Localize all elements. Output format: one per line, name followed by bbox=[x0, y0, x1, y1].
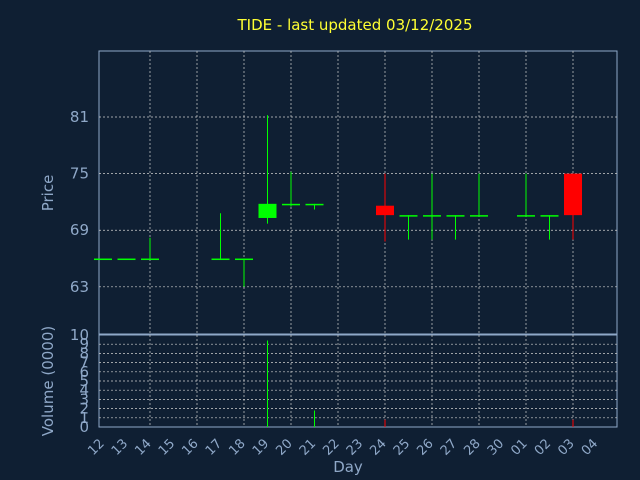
x-tick-label: 26 bbox=[414, 436, 436, 458]
candle-body bbox=[305, 203, 324, 206]
candle-body bbox=[446, 215, 465, 217]
x-tick-label: 22 bbox=[320, 436, 342, 458]
candle-body bbox=[517, 215, 535, 217]
candle-body bbox=[540, 215, 559, 217]
x-tick-label: 21 bbox=[297, 436, 319, 458]
x-tick-label: 15 bbox=[156, 436, 178, 458]
x-tick-label: 27 bbox=[438, 436, 460, 458]
price-axis-label: Price bbox=[39, 175, 57, 212]
x-tick-label: 16 bbox=[179, 436, 201, 458]
candle-body bbox=[470, 215, 488, 217]
candle-body bbox=[282, 203, 300, 206]
x-tick-label: 17 bbox=[203, 436, 225, 458]
candle-body bbox=[94, 258, 112, 261]
x-tick-label: 24 bbox=[367, 436, 389, 458]
volume-tick-label: 7 bbox=[79, 354, 89, 372]
price-tick-label: 69 bbox=[70, 221, 89, 239]
x-tick-label: 19 bbox=[250, 436, 272, 458]
x-axis-label: Day bbox=[333, 458, 363, 476]
price-tick-label: 75 bbox=[70, 165, 89, 183]
x-tick-label: 12 bbox=[85, 436, 107, 458]
candle-body bbox=[117, 258, 136, 261]
x-tick-label: 23 bbox=[344, 436, 366, 458]
x-tick-label: 25 bbox=[391, 436, 413, 458]
volume-axis-label: Volume (0000) bbox=[39, 326, 57, 436]
x-tick-label: 14 bbox=[132, 436, 154, 458]
x-tick-label: 03 bbox=[555, 436, 577, 458]
candle-body bbox=[399, 215, 418, 217]
x-tick-label: 18 bbox=[226, 436, 248, 458]
volume-tick-label: 9 bbox=[79, 335, 89, 353]
candle-body bbox=[211, 258, 230, 261]
volume-tick-label: 3 bbox=[79, 390, 89, 408]
volume-tick-label: 2 bbox=[79, 400, 89, 418]
x-tick-label: 02 bbox=[532, 436, 554, 458]
price-panel-frame bbox=[98, 50, 618, 335]
x-tick-label: 30 bbox=[485, 436, 507, 458]
price-tick-label: 81 bbox=[70, 108, 89, 126]
x-tick-label: 28 bbox=[461, 436, 483, 458]
price-tick-label: 63 bbox=[70, 278, 89, 296]
x-tick-label: 20 bbox=[273, 436, 295, 458]
volume-tick-label: 6 bbox=[79, 363, 89, 381]
x-tick-label: 01 bbox=[508, 436, 530, 458]
candle-body bbox=[235, 258, 253, 261]
candle-body bbox=[423, 215, 441, 217]
volume-tick-label: 10 bbox=[70, 326, 89, 344]
chart-title: TIDE - last updated 03/12/2025 bbox=[237, 16, 473, 34]
candle-body bbox=[376, 205, 394, 216]
volume-tick-label: 5 bbox=[79, 372, 89, 390]
volume-tick-label: 8 bbox=[79, 344, 89, 362]
volume-tick-label: 1 bbox=[79, 409, 89, 427]
candle-body bbox=[564, 173, 582, 216]
volume-tick-label: 0 bbox=[79, 418, 89, 436]
x-tick-label: 04 bbox=[579, 436, 601, 458]
volume-tick-label: 4 bbox=[79, 381, 89, 399]
x-tick-label: 13 bbox=[109, 436, 131, 458]
candle-body bbox=[258, 203, 277, 218]
candle-body bbox=[141, 258, 159, 261]
